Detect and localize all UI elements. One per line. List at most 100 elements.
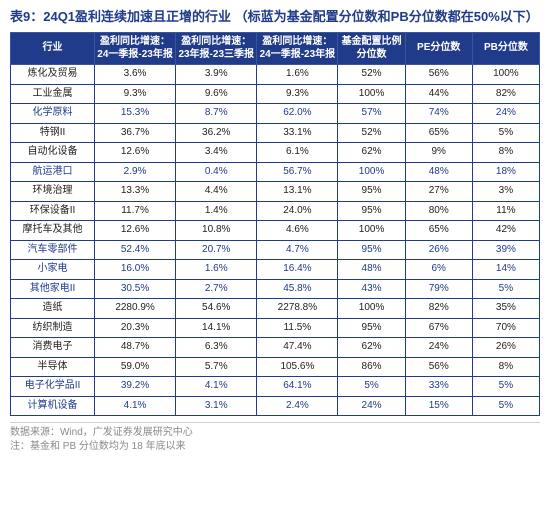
table-cell: 6.3%	[176, 338, 257, 358]
table-row: 半导体59.0%5.7%105.6%86%56%8%	[11, 357, 540, 377]
table-cell: 5%	[338, 377, 405, 397]
table-row: 其他家电II30.5%2.7%45.8%43%79%5%	[11, 279, 540, 299]
table-cell: 57%	[338, 104, 405, 124]
table-cell: 10.8%	[176, 221, 257, 241]
title-note: （标蓝为基金配置分位数和PB分位数都在50%以下）	[235, 9, 539, 24]
table-cell: 79%	[405, 279, 472, 299]
table-row: 计算机设备4.1%3.1%2.4%24%15%5%	[11, 396, 540, 416]
table-cell: 0.4%	[176, 162, 257, 182]
table-cell: 16.0%	[94, 260, 175, 280]
table-cell: 95%	[338, 201, 405, 221]
table-row: 自动化设备12.6%3.4%6.1%62%9%8%	[11, 143, 540, 163]
table-cell: 9.3%	[94, 84, 175, 104]
table-cell: 24.0%	[257, 201, 338, 221]
table-cell: 3.4%	[176, 143, 257, 163]
table-row: 摩托车及其他12.6%10.8%4.6%100%65%42%	[11, 221, 540, 241]
table-row: 化学原料15.3%8.7%62.0%57%74%24%	[11, 104, 540, 124]
table-cell: 15.3%	[94, 104, 175, 124]
table-cell: 100%	[338, 299, 405, 319]
table-row: 电子化学品II39.2%4.1%64.1%5%33%5%	[11, 377, 540, 397]
table-cell: 44%	[405, 84, 472, 104]
table-cell: 105.6%	[257, 357, 338, 377]
table-cell: 纺织制造	[11, 318, 95, 338]
table-cell: 80%	[405, 201, 472, 221]
table-cell: 11.5%	[257, 318, 338, 338]
table-row: 环保设备II11.7%1.4%24.0%95%80%11%	[11, 201, 540, 221]
table-cell: 9.3%	[257, 84, 338, 104]
table-cell: 1.6%	[176, 260, 257, 280]
table-cell: 13.1%	[257, 182, 338, 202]
table-cell: 小家电	[11, 260, 95, 280]
table-cell: 64.1%	[257, 377, 338, 397]
table-cell: 48.7%	[94, 338, 175, 358]
table-cell: 3.9%	[176, 65, 257, 85]
table-cell: 4.1%	[176, 377, 257, 397]
table-cell: 12.6%	[94, 221, 175, 241]
table-cell: 6%	[405, 260, 472, 280]
table-cell: 3.6%	[94, 65, 175, 85]
footer: 数据来源：Wind，广发证券发展研究中心 注：基金和 PB 分位数均为 18 年…	[10, 422, 540, 454]
table-row: 工业金属9.3%9.6%9.3%100%44%82%	[11, 84, 540, 104]
table-cell: 48%	[405, 162, 472, 182]
table-cell: 造纸	[11, 299, 95, 319]
table-cell: 62%	[338, 143, 405, 163]
table-cell: 8.7%	[176, 104, 257, 124]
table-row: 炼化及贸易3.6%3.9%1.6%52%56%100%	[11, 65, 540, 85]
table-cell: 39%	[472, 240, 539, 260]
data-table: 行业 盈利同比增速：24一季报-23年报 盈利同比增速：23年报-23三季报 盈…	[10, 32, 540, 416]
table-cell: 52%	[338, 65, 405, 85]
table-cell: 95%	[338, 182, 405, 202]
table-cell: 11.7%	[94, 201, 175, 221]
table-cell: 48%	[338, 260, 405, 280]
table-cell: 70%	[472, 318, 539, 338]
table-cell: 62.0%	[257, 104, 338, 124]
col-header: 盈利同比增速：24一季报-23年报	[94, 33, 175, 65]
table-cell: 3.1%	[176, 396, 257, 416]
table-row: 汽车零部件52.4%20.7%4.7%95%26%39%	[11, 240, 540, 260]
table-cell: 100%	[338, 221, 405, 241]
table-row: 环境治理13.3%4.4%13.1%95%27%3%	[11, 182, 540, 202]
table-cell: 36.7%	[94, 123, 175, 143]
table-cell: 67%	[405, 318, 472, 338]
table-cell: 特钢II	[11, 123, 95, 143]
table-cell: 14.1%	[176, 318, 257, 338]
table-cell: 2280.9%	[94, 299, 175, 319]
table-cell: 59.0%	[94, 357, 175, 377]
table-cell: 39.2%	[94, 377, 175, 397]
table-row: 小家电16.0%1.6%16.4%48%6%14%	[11, 260, 540, 280]
table-cell: 9.6%	[176, 84, 257, 104]
table-cell: 5.7%	[176, 357, 257, 377]
table-cell: 15%	[405, 396, 472, 416]
table-cell: 8%	[472, 357, 539, 377]
table-cell: 12.6%	[94, 143, 175, 163]
table-cell: 1.6%	[257, 65, 338, 85]
table-cell: 工业金属	[11, 84, 95, 104]
title-prefix: 表9：	[10, 9, 43, 24]
table-cell: 1.4%	[176, 201, 257, 221]
table-row: 造纸2280.9%54.6%2278.8%100%82%35%	[11, 299, 540, 319]
col-header: PB分位数	[472, 33, 539, 65]
table-cell: 4.1%	[94, 396, 175, 416]
table-cell: 其他家电II	[11, 279, 95, 299]
table-cell: 航运港口	[11, 162, 95, 182]
col-header: 基金配置比例分位数	[338, 33, 405, 65]
table-cell: 47.4%	[257, 338, 338, 358]
table-cell: 24%	[405, 338, 472, 358]
table-cell: 62%	[338, 338, 405, 358]
table-cell: 2.9%	[94, 162, 175, 182]
table-cell: 6.1%	[257, 143, 338, 163]
table-cell: 26%	[405, 240, 472, 260]
footer-note: 注：基金和 PB 分位数均为 18 年底以来	[10, 440, 540, 454]
table-row: 消费电子48.7%6.3%47.4%62%24%26%	[11, 338, 540, 358]
col-header: 盈利同比增速：23年报-23三季报	[176, 33, 257, 65]
table-cell: 74%	[405, 104, 472, 124]
table-cell: 化学原料	[11, 104, 95, 124]
footer-source: 数据来源：Wind，广发证券发展研究中心	[10, 426, 540, 440]
table-cell: 65%	[405, 221, 472, 241]
table-cell: 100%	[472, 65, 539, 85]
table-cell: 4.7%	[257, 240, 338, 260]
table-cell: 33%	[405, 377, 472, 397]
table-cell: 35%	[472, 299, 539, 319]
table-cell: 95%	[338, 318, 405, 338]
table-cell: 环境治理	[11, 182, 95, 202]
